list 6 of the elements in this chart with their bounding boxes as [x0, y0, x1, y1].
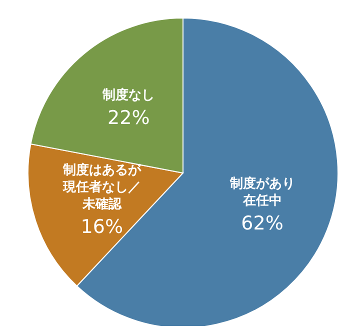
data-label: 62%: [241, 212, 284, 234]
slice-label: 制度はあるが現任者なし／未確認: [62, 162, 142, 212]
data-label: 22%: [108, 106, 150, 129]
slice-label: 制度があり在任中: [228, 175, 295, 208]
data-label: 16%: [80, 216, 124, 238]
slice-label: 制度なし: [102, 86, 155, 103]
